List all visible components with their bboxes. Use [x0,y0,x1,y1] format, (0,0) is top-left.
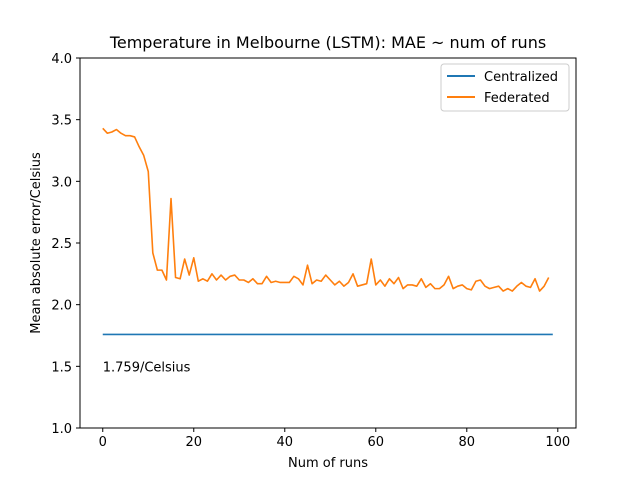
x-tick-label: 80 [459,435,476,450]
x-tick-label: 0 [99,435,107,450]
centralized-value-annotation: 1.759/Celsius [103,360,191,375]
x-axis-label: Num of runs [288,456,368,471]
chart-title: Temperature in Melbourne (LSTM): MAE ~ n… [109,33,546,52]
y-tick-label: 2.0 [51,299,72,314]
legend: Centralized Federated [440,63,570,112]
series-layer [102,127,553,336]
y-axis-label: Mean absolute error/Celsius [29,152,44,334]
legend-label-centralized: Centralized [484,70,558,85]
y-tick-label: 4.0 [51,52,72,67]
y-tick-label: 2.5 [51,237,72,252]
y-tick-label: 1.0 [51,422,72,437]
x-tick-label: 60 [368,435,385,450]
x-axis: 0 20 40 60 80 100 [99,428,570,450]
y-axis: 1.0 1.5 2.0 2.5 3.0 3.5 4.0 [51,52,80,437]
x-tick-label: 40 [276,435,293,450]
y-tick-label: 1.5 [51,360,72,375]
y-tick-label: 3.0 [51,175,72,190]
legend-label-federated: Federated [484,91,550,106]
y-tick-label: 3.5 [51,114,72,129]
x-tick-label: 20 [185,435,202,450]
plot-area: 0 20 40 60 80 100 1.0 1.5 2.0 2.5 3.0 3.5 4.0 1.759… [51,52,577,450]
x-tick-label: 100 [545,435,570,450]
series-line-federated [102,127,550,292]
